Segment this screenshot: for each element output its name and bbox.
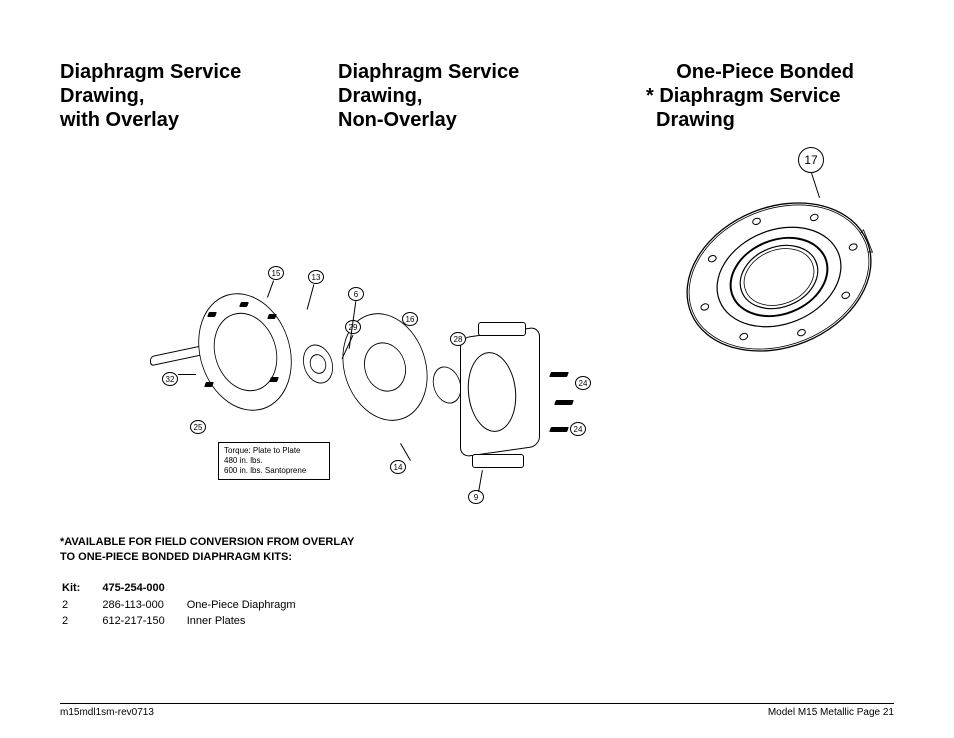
pump-flange-top — [478, 322, 526, 336]
callout-14: 14 — [390, 460, 406, 474]
footer-left: m15mdl1sm-rev0713 — [60, 707, 154, 718]
torque-line-1: Torque: Plate to Plate — [224, 446, 324, 456]
footer-right: Model M15 Metallic Page 21 — [768, 707, 894, 718]
torque-note: Torque: Plate to Plate 480 in. lbs. 600 … — [218, 442, 330, 480]
leader-14 — [400, 443, 411, 461]
heading-2-line-1: Diaphragm Service Drawing, — [338, 60, 606, 108]
kit-row-1-pn: 286-113-000 — [102, 598, 184, 613]
heading-3-line-3: Drawing — [626, 108, 894, 132]
pump-flange-bottom — [472, 454, 524, 468]
heading-col-1: Diaphragm Service Drawing, with Overlay — [60, 60, 328, 132]
heading-3-line-2: * Diaphragm Service — [626, 84, 894, 108]
callout-24a: 24 — [575, 376, 591, 390]
heading-col-2: Diaphragm Service Drawing, Non-Overlay — [338, 60, 606, 132]
kit-row-1-desc: One-Piece Diaphragm — [187, 598, 316, 613]
leader-32 — [178, 374, 196, 375]
avail-line-1: *AVAILABLE FOR FIELD CONVERSION FROM OVE… — [60, 535, 354, 550]
torque-line-3: 600 in. lbs. Santoprene — [224, 466, 324, 476]
bonded-diaphragm-svg — [674, 182, 884, 362]
callout-16: 16 — [402, 312, 418, 326]
exploded-drawing: 15 13 6 29 16 32 25 28 14 9 24 24 Torque… — [150, 272, 590, 532]
callout-32: 32 — [162, 372, 178, 386]
callout-9: 9 — [468, 490, 484, 504]
callout-6: 6 — [348, 287, 364, 301]
callout-17: 17 — [798, 147, 824, 173]
notes-block: *AVAILABLE FOR FIELD CONVERSION FROM OVE… — [60, 535, 354, 631]
callout-13: 13 — [308, 270, 324, 284]
kit-row-2-pn: 612-217-150 — [102, 614, 184, 629]
kit-number: 475-254-000 — [102, 581, 184, 596]
leader-15 — [267, 280, 274, 297]
bolt-3 — [549, 427, 569, 432]
avail-line-2: TO ONE-PIECE BONDED DIAPHRAGM KITS: — [60, 550, 354, 565]
kit-row-1-qty: 2 — [62, 598, 100, 613]
kit-row-2-desc: Inner Plates — [187, 614, 316, 629]
kit-label: Kit: — [62, 581, 100, 596]
heading-1-line-2: with Overlay — [60, 108, 328, 132]
kit-table: Kit: 475-254-000 2 286-113-000 One-Piece… — [60, 579, 318, 632]
headings-row: Diaphragm Service Drawing, with Overlay … — [60, 60, 894, 132]
heading-1-line-1: Diaphragm Service Drawing, — [60, 60, 328, 108]
bolt-1 — [549, 372, 569, 377]
page-footer: m15mdl1sm-rev0713 Model M15 Metallic Pag… — [60, 703, 894, 718]
kit-row-1: 2 286-113-000 One-Piece Diaphragm — [62, 598, 316, 613]
bonded-diaphragm-drawing — [674, 182, 884, 362]
kit-header-row: Kit: 475-254-000 — [62, 581, 316, 596]
bolt-2 — [554, 400, 574, 405]
callout-28: 28 — [450, 332, 466, 346]
torque-line-2: 480 in. lbs. — [224, 456, 324, 466]
callout-15: 15 — [268, 266, 284, 280]
heading-2-line-2: Non-Overlay — [338, 108, 606, 132]
leader-13 — [307, 284, 315, 309]
heading-col-3: One-Piece Bonded * Diaphragm Service Dra… — [616, 60, 894, 132]
drawings-area: 15 13 6 29 16 32 25 28 14 9 24 24 Torque… — [60, 142, 894, 522]
leader-9 — [478, 470, 483, 492]
callout-24b: 24 — [570, 422, 586, 436]
kit-row-2-qty: 2 — [62, 614, 100, 629]
heading-3-line-1: One-Piece Bonded — [626, 60, 894, 84]
kit-row-2: 2 612-217-150 Inner Plates — [62, 614, 316, 629]
callout-25: 25 — [190, 420, 206, 434]
